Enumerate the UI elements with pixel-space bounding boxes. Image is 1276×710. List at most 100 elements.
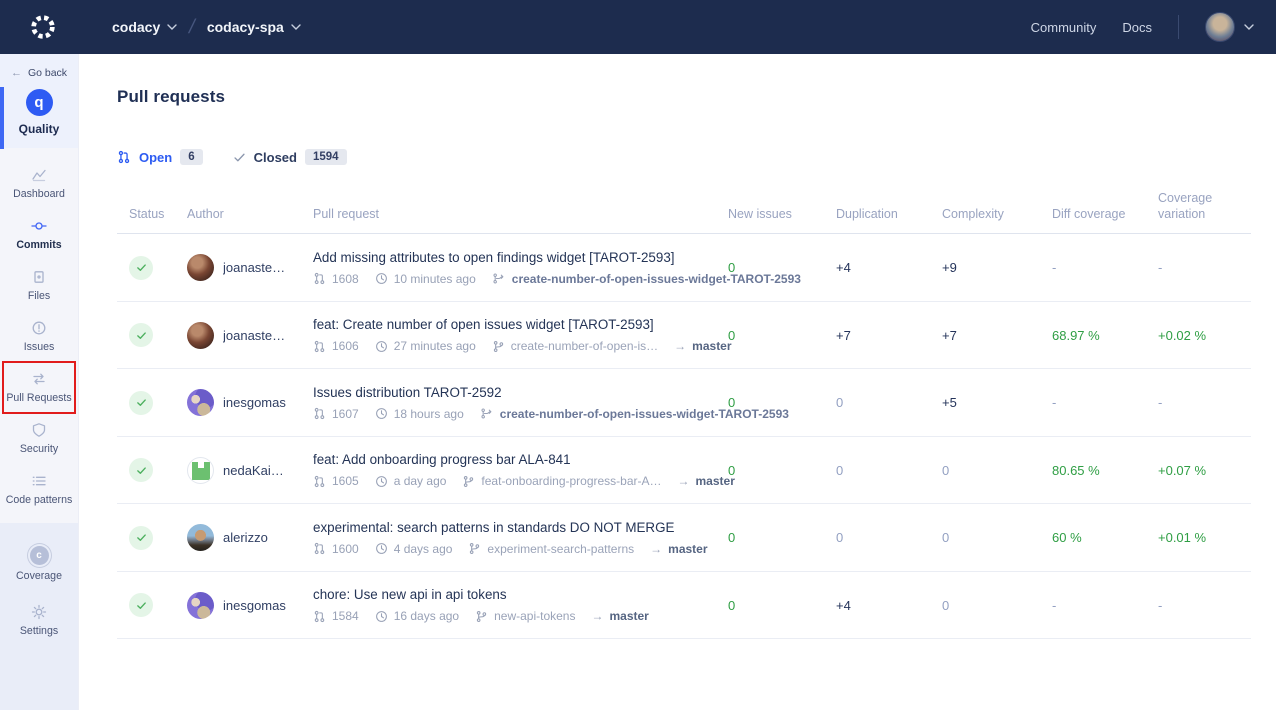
duplication-value: 0 (836, 530, 942, 545)
branch-icon (468, 542, 481, 555)
clock-icon (375, 340, 388, 353)
pull-request-icon (117, 150, 131, 164)
table-row[interactable]: inesgomas Issues distribution TAROT-2592… (117, 369, 1251, 437)
duplication-value: +7 (836, 328, 942, 343)
author-name: nedaKai… (223, 463, 284, 478)
complexity-value: 0 (942, 530, 1052, 545)
pr-title-link[interactable]: experimental: search patterns in standar… (313, 520, 728, 535)
pull-requests-table: Status Author Pull request New issues Du… (117, 191, 1251, 639)
arrow-right-icon: → (678, 474, 690, 488)
pr-meta: 1607 18 hours ago create-number-of-open-… (313, 407, 789, 421)
status-success-icon (129, 458, 153, 482)
header-pull-request: Pull request (313, 207, 728, 223)
branch-icon (492, 340, 505, 353)
table-header: Status Author Pull request New issues Du… (117, 191, 1251, 234)
org-name: codacy (112, 19, 160, 35)
merge-into-icon (492, 272, 506, 285)
header-duplication: Duplication (836, 207, 942, 223)
table-body: joanaste… Add missing attributes to open… (117, 234, 1251, 639)
dashboard-icon (31, 167, 47, 183)
repo-dropdown[interactable]: codacy-spa (207, 19, 301, 35)
pr-title-link[interactable]: feat: Create number of open issues widge… (313, 317, 728, 332)
pr-number: 1607 (313, 407, 359, 421)
go-back-label: Go back (28, 67, 67, 79)
sidebar-item-quality[interactable]: q Quality (0, 89, 78, 136)
check-icon (233, 151, 246, 164)
security-shield-icon (31, 422, 47, 438)
tab-open[interactable]: Open 6 (117, 149, 203, 165)
chevron-down-icon (1244, 24, 1254, 30)
diff-coverage-value: 68.97 % (1052, 328, 1158, 343)
pr-target-branch: → master (674, 339, 731, 353)
table-row[interactable]: nedaKai… feat: Add onboarding progress b… (117, 437, 1251, 505)
pr-number: 1605 (313, 474, 359, 488)
coverage-variation-value: +0.01 % (1158, 530, 1251, 545)
clock-icon (375, 542, 388, 555)
author-name: inesgomas (223, 598, 286, 613)
complexity-value: 0 (942, 463, 1052, 478)
author-name: joanaste… (223, 260, 285, 275)
chevron-down-icon (291, 24, 301, 30)
sidebar-item-files[interactable]: Files (0, 260, 78, 311)
sidebar-item-security[interactable]: Security (0, 413, 78, 464)
diff-coverage-value: - (1052, 395, 1158, 410)
page-title: Pull requests (117, 87, 1251, 107)
table-row[interactable]: alerizzo experimental: search patterns i… (117, 504, 1251, 572)
pull-request-icon (313, 272, 326, 285)
tab-open-label: Open (139, 150, 172, 165)
author-avatar (187, 389, 214, 416)
header-author: Author (187, 207, 313, 223)
repo-name: codacy-spa (207, 19, 284, 35)
code-patterns-icon (31, 473, 47, 489)
pr-branch: feat-onboarding-progress-bar-A… (462, 474, 661, 488)
pr-meta: 1606 27 minutes ago create-number-of-ope… (313, 339, 732, 353)
clock-icon (375, 272, 388, 285)
table-row[interactable]: joanaste… Add missing attributes to open… (117, 234, 1251, 302)
pr-meta: 1605 a day ago feat-onboarding-progress-… (313, 474, 735, 488)
pr-title-link[interactable]: feat: Add onboarding progress bar ALA-84… (313, 452, 728, 467)
clock-icon (375, 475, 388, 488)
org-dropdown[interactable]: codacy (112, 19, 177, 35)
sidebar-item-dashboard[interactable]: Dashboard (0, 158, 78, 209)
clock-icon (375, 407, 388, 420)
author-avatar (187, 322, 214, 349)
pr-branch: create-number-of-open-is… (492, 339, 658, 353)
pr-age: a day ago (375, 474, 447, 488)
diff-coverage-value: 80.65 % (1052, 463, 1158, 478)
pr-title-link[interactable]: chore: Use new api in api tokens (313, 587, 728, 602)
author-name: inesgomas (223, 395, 286, 410)
status-success-icon (129, 323, 153, 347)
community-link[interactable]: Community (1031, 20, 1097, 35)
sidebar-item-code-patterns[interactable]: Code patterns (0, 464, 78, 515)
pull-request-icon (313, 407, 326, 420)
active-section-indicator (0, 87, 4, 149)
diff-coverage-value: - (1052, 598, 1158, 613)
docs-link[interactable]: Docs (1122, 20, 1152, 35)
diff-coverage-value: - (1052, 260, 1158, 275)
codacy-logo-icon[interactable] (28, 12, 58, 42)
sidebar-item-pull-requests[interactable]: Pull Requests (3, 362, 75, 413)
table-row[interactable]: joanaste… feat: Create number of open is… (117, 302, 1251, 370)
sidebar-item-settings[interactable]: Settings (0, 593, 78, 648)
header-diff-coverage: Diff coverage (1052, 207, 1158, 223)
pr-title-link[interactable]: Add missing attributes to open findings … (313, 250, 728, 265)
sidebar-item-issues[interactable]: Issues (0, 311, 78, 362)
duplication-value: 0 (836, 463, 942, 478)
pr-title-link[interactable]: Issues distribution TAROT-2592 (313, 385, 728, 400)
user-menu[interactable] (1205, 12, 1254, 42)
sidebar-item-commits[interactable]: Commits (0, 209, 78, 260)
pr-branch: experiment-search-patterns (468, 542, 634, 556)
tab-closed[interactable]: Closed 1594 (233, 149, 347, 165)
pr-target-branch: → master (591, 609, 648, 623)
complexity-value: +5 (942, 395, 1052, 410)
author-avatar (187, 592, 214, 619)
pr-branch: new-api-tokens (475, 609, 575, 623)
branch-icon (462, 475, 475, 488)
pr-target-branch: → master (650, 542, 707, 556)
open-count-badge: 6 (180, 149, 202, 165)
settings-gear-icon (31, 604, 47, 620)
sidebar: ← Go back q Quality Dashboard Commits Fi… (0, 54, 79, 710)
go-back-button[interactable]: ← Go back (0, 65, 78, 89)
sidebar-item-coverage[interactable]: c Coverage (0, 535, 78, 593)
table-row[interactable]: inesgomas chore: Use new api in api toke… (117, 572, 1251, 640)
